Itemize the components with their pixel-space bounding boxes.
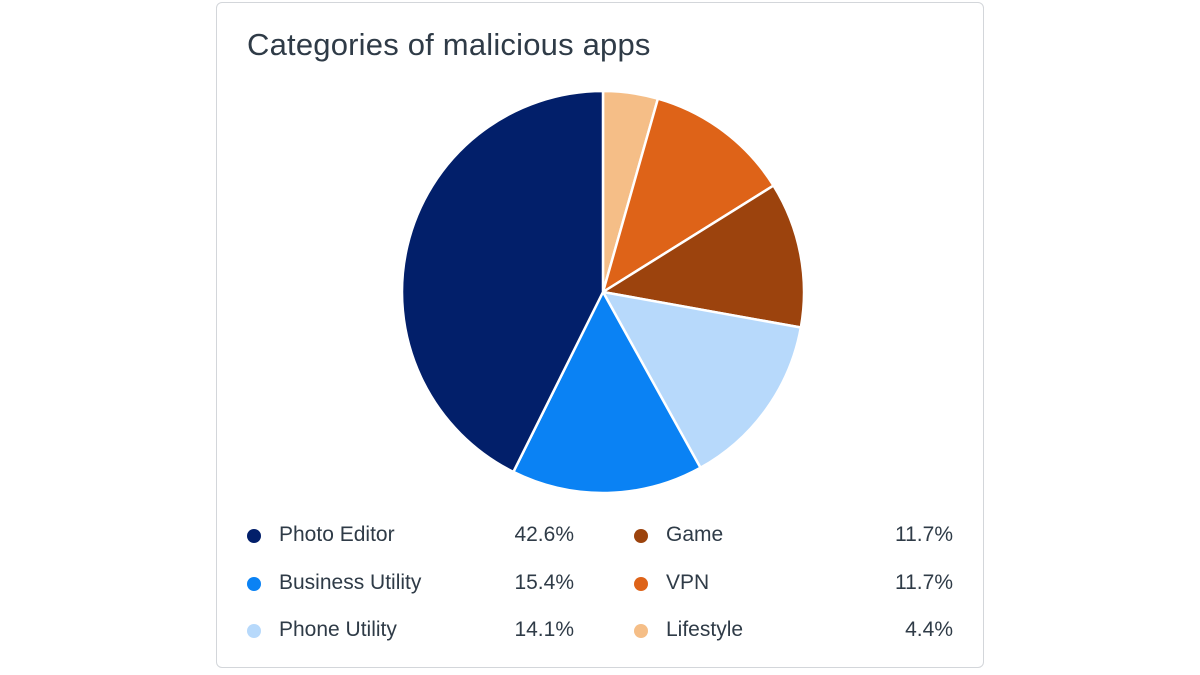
legend-item-vpn: VPN 11.7% xyxy=(634,569,953,599)
chart-legend: Photo Editor 42.6% Business Utility 15.4% Ph… xyxy=(217,3,983,667)
pie-slice-photo-editor xyxy=(400,89,605,474)
legend-label: Lifestyle xyxy=(666,618,744,641)
pie-slice-business-utility xyxy=(512,290,702,495)
legend-swatch xyxy=(247,577,261,591)
chart-card: Categories of malicious apps Photo Edito… xyxy=(216,2,984,668)
legend-item-business-utility: Business Utility 15.4% xyxy=(247,569,574,599)
legend-swatch xyxy=(247,529,261,543)
legend-value: 11.7% xyxy=(895,571,953,594)
legend-swatch xyxy=(634,577,648,591)
legend-item-lifestyle: Lifestyle 4.4% xyxy=(634,616,953,646)
legend-swatch xyxy=(247,624,261,638)
pie-chart xyxy=(400,89,806,495)
legend-label: Game xyxy=(666,523,724,546)
legend-item-phone-utility: Phone Utility 14.1% xyxy=(247,616,574,646)
pie-slice-game xyxy=(601,184,806,329)
legend-label: Phone Utility xyxy=(279,618,397,641)
legend-value: 11.7% xyxy=(895,523,953,546)
pie-slice-phone-utility xyxy=(601,290,803,470)
legend-label: Photo Editor xyxy=(279,523,395,546)
chart-title: Categories of malicious apps xyxy=(247,27,651,62)
pie-slice-vpn xyxy=(601,97,775,294)
legend-value: 4.4% xyxy=(905,618,953,641)
legend-swatch xyxy=(634,529,648,543)
legend-value: 15.4% xyxy=(514,571,574,594)
legend-item-game: Game 11.7% xyxy=(634,521,953,551)
legend-label: Business Utility xyxy=(279,571,422,594)
legend-value: 42.6% xyxy=(514,523,574,546)
legend-swatch xyxy=(634,624,648,638)
legend-label: VPN xyxy=(666,571,710,594)
legend-item-photo-editor: Photo Editor 42.6% xyxy=(247,521,574,551)
legend-value: 14.1% xyxy=(514,618,574,641)
